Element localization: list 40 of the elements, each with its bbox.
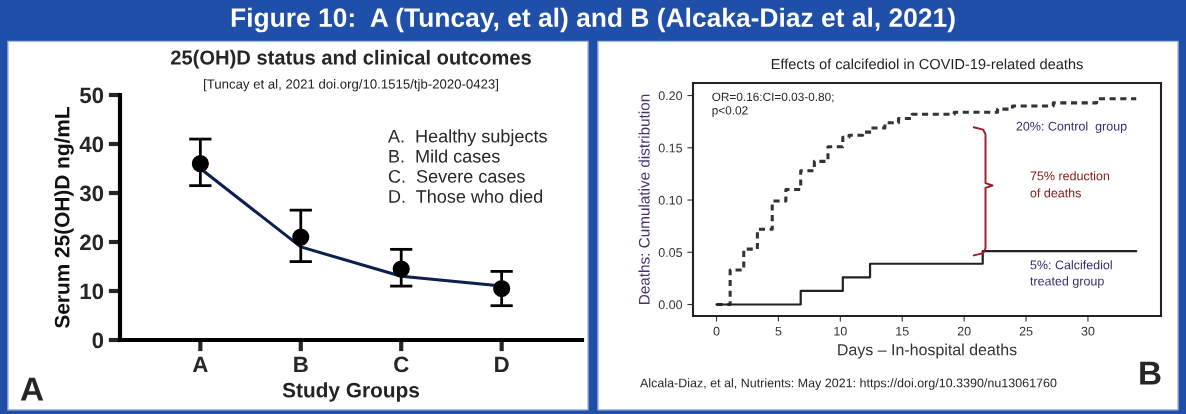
y-axis-title: Deaths: Cumulative distribution <box>638 94 650 304</box>
y-tick-label: 0.15 <box>658 143 683 153</box>
x-tick-label: 30 <box>1081 326 1095 336</box>
x-tick-label: 15 <box>896 326 909 336</box>
y-tick-label: 50 <box>80 87 104 104</box>
y-tick-label: 20 <box>80 234 104 251</box>
x-axis-title: Days – In-hospital deaths <box>838 343 1017 359</box>
x-tick-label: D <box>495 356 509 373</box>
series-label: 5%: Calcifediol treated group <box>1030 260 1112 288</box>
x-tick-label: 25 <box>1019 326 1033 336</box>
text: A <box>20 377 44 401</box>
chart-title: Effects of calcifediol in COVID-19-related deaths <box>771 58 1083 70</box>
point <box>493 279 511 298</box>
x-tick-label: 10 <box>834 326 847 336</box>
x-tick-label: B <box>294 356 308 373</box>
chart-title: 25(OH)D status and clinical outcomes <box>170 49 531 69</box>
point <box>191 155 209 173</box>
annotation: 75% reduction of deaths <box>1030 171 1110 198</box>
y-tick-label: 10 <box>80 283 104 300</box>
x-tick-label: 20 <box>957 326 971 336</box>
chart-subtitle: [Tuncay et al, 2021 doi.org/10.1515/tjb-2020-0423] <box>204 79 498 92</box>
caption: Figure 10: A (Tuncay, et al) and B (Alcaka-Diaz et al, 2021) <box>231 7 955 33</box>
annotation: OR=0.16:CI=0.03-0.80; p<0.02 <box>712 92 834 117</box>
y-axis-title: Serum 25(OH)D ng/mL <box>54 107 74 329</box>
y-tick-label: 40 <box>79 136 104 153</box>
y-tick-label: 30 <box>79 185 104 202</box>
series-label: 20%: Control group <box>1016 121 1127 134</box>
point <box>292 228 310 246</box>
y-tick-label: 0.10 <box>658 195 683 205</box>
x-axis-title: Study Groups <box>282 382 420 402</box>
y-tick-label: 0.05 <box>658 248 683 257</box>
x-tick-label: 0 <box>713 326 720 336</box>
x-tick-label: A <box>192 356 208 373</box>
x-tick-label: 5 <box>775 326 782 336</box>
x-tick-label: C <box>394 356 409 373</box>
y-tick-label: 0.00 <box>658 300 683 310</box>
annotation: A. Healthy subjects B. Mild cases C. Severe cases D. Those who died <box>388 129 547 203</box>
point <box>392 260 410 278</box>
y-tick-label: 0.20 <box>658 91 683 101</box>
text: Alcala-Diaz, et al, Nutrients: May 2021: https://doi.org/10.3390/nu13061760 <box>640 378 1057 390</box>
